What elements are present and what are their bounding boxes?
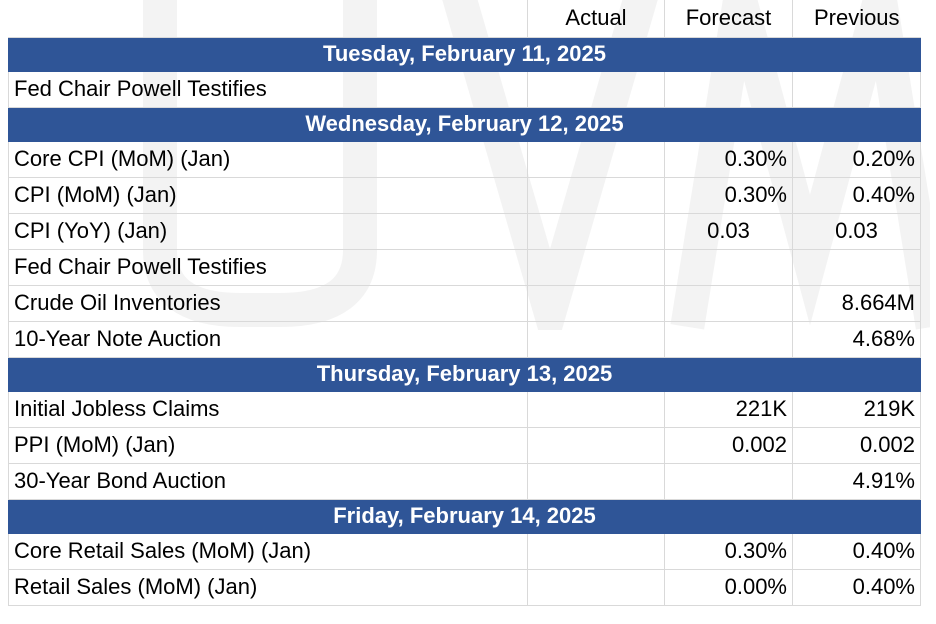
event-row: Fed Chair Powell Testifies bbox=[8, 248, 921, 286]
previous-value-cell: 0.20% bbox=[792, 140, 921, 178]
forecast-value-cell bbox=[664, 248, 793, 286]
event-name-cell: PPI (MoM) (Jan) bbox=[8, 426, 528, 464]
event-row: Initial Jobless Claims 221K 219K bbox=[8, 390, 921, 428]
actual-value-cell bbox=[527, 532, 665, 570]
actual-value-cell bbox=[527, 390, 665, 428]
date-label: Thursday, February 13, 2025 bbox=[8, 356, 921, 392]
actual-value-cell bbox=[527, 284, 665, 322]
economic-calendar-table: Actual Forecast Previous Tuesday, Februa… bbox=[8, 0, 921, 606]
previous-value-cell bbox=[792, 70, 921, 108]
event-name-cell: Fed Chair Powell Testifies bbox=[8, 248, 528, 286]
event-name-cell: Crude Oil Inventories bbox=[8, 284, 528, 322]
forecast-value-cell: 0.00% bbox=[664, 568, 793, 606]
event-row: CPI (YoY) (Jan) 0.03 0.03 bbox=[8, 212, 921, 250]
previous-value-cell: 0.40% bbox=[792, 532, 921, 570]
date-header-row: Tuesday, February 11, 2025 bbox=[8, 36, 921, 72]
date-header-row: Friday, February 14, 2025 bbox=[8, 498, 921, 534]
event-row: Retail Sales (MoM) (Jan) 0.00% 0.40% bbox=[8, 568, 921, 606]
event-row: 10-Year Note Auction 4.68% bbox=[8, 320, 921, 358]
event-row: Core Retail Sales (MoM) (Jan) 0.30% 0.40% bbox=[8, 532, 921, 570]
event-name-cell: Initial Jobless Claims bbox=[8, 390, 528, 428]
actual-value-cell bbox=[527, 462, 665, 500]
event-row: CPI (MoM) (Jan) 0.30% 0.40% bbox=[8, 176, 921, 214]
actual-column-header: Actual bbox=[527, 0, 665, 38]
event-name-cell: Core Retail Sales (MoM) (Jan) bbox=[8, 532, 528, 570]
previous-value-cell: 219K bbox=[792, 390, 921, 428]
event-row: 30-Year Bond Auction 4.91% bbox=[8, 462, 921, 500]
actual-value-cell bbox=[527, 426, 665, 464]
date-label: Tuesday, February 11, 2025 bbox=[8, 36, 921, 72]
actual-value-cell bbox=[527, 212, 665, 250]
calendar-body: Actual Forecast Previous Tuesday, Februa… bbox=[8, 0, 921, 606]
event-name-cell: 30-Year Bond Auction bbox=[8, 462, 528, 500]
event-row: Fed Chair Powell Testifies bbox=[8, 70, 921, 108]
event-column-header bbox=[8, 0, 528, 38]
date-header-row: Thursday, February 13, 2025 bbox=[8, 356, 921, 392]
date-header-row: Wednesday, February 12, 2025 bbox=[8, 106, 921, 142]
date-label: Wednesday, February 12, 2025 bbox=[8, 106, 921, 142]
event-name-cell: Fed Chair Powell Testifies bbox=[8, 70, 528, 108]
previous-value-cell: 8.664M bbox=[792, 284, 921, 322]
forecast-value-cell: 0.03 bbox=[664, 212, 793, 250]
forecast-value-cell: 0.30% bbox=[664, 176, 793, 214]
previous-value-cell: 0.40% bbox=[792, 568, 921, 606]
event-row: Core CPI (MoM) (Jan) 0.30% 0.20% bbox=[8, 140, 921, 178]
event-name-cell: Retail Sales (MoM) (Jan) bbox=[8, 568, 528, 606]
forecast-value-cell bbox=[664, 70, 793, 108]
event-name-cell: 10-Year Note Auction bbox=[8, 320, 528, 358]
actual-value-cell bbox=[527, 140, 665, 178]
actual-value-cell bbox=[527, 568, 665, 606]
previous-column-header: Previous bbox=[792, 0, 921, 38]
event-row: PPI (MoM) (Jan) 0.002 0.002 bbox=[8, 426, 921, 464]
event-name-cell: CPI (MoM) (Jan) bbox=[8, 176, 528, 214]
previous-value-cell bbox=[792, 248, 921, 286]
previous-value-cell: 4.91% bbox=[792, 462, 921, 500]
forecast-value-cell: 0.30% bbox=[664, 140, 793, 178]
previous-value-cell: 0.40% bbox=[792, 176, 921, 214]
forecast-value-cell: 0.002 bbox=[664, 426, 793, 464]
forecast-value-cell bbox=[664, 462, 793, 500]
event-row: Crude Oil Inventories 8.664M bbox=[8, 284, 921, 322]
date-label: Friday, February 14, 2025 bbox=[8, 498, 921, 534]
forecast-column-header: Forecast bbox=[664, 0, 793, 38]
previous-value-cell: 0.002 bbox=[792, 426, 921, 464]
actual-value-cell bbox=[527, 248, 665, 286]
forecast-value-cell: 221K bbox=[664, 390, 793, 428]
previous-value-cell: 4.68% bbox=[792, 320, 921, 358]
actual-value-cell bbox=[527, 176, 665, 214]
forecast-value-cell bbox=[664, 284, 793, 322]
forecast-value-cell bbox=[664, 320, 793, 358]
actual-value-cell bbox=[527, 320, 665, 358]
forecast-value-cell: 0.30% bbox=[664, 532, 793, 570]
previous-value-cell: 0.03 bbox=[792, 212, 921, 250]
event-name-cell: CPI (YoY) (Jan) bbox=[8, 212, 528, 250]
column-header-row: Actual Forecast Previous bbox=[8, 0, 921, 38]
event-name-cell: Core CPI (MoM) (Jan) bbox=[8, 140, 528, 178]
actual-value-cell bbox=[527, 70, 665, 108]
